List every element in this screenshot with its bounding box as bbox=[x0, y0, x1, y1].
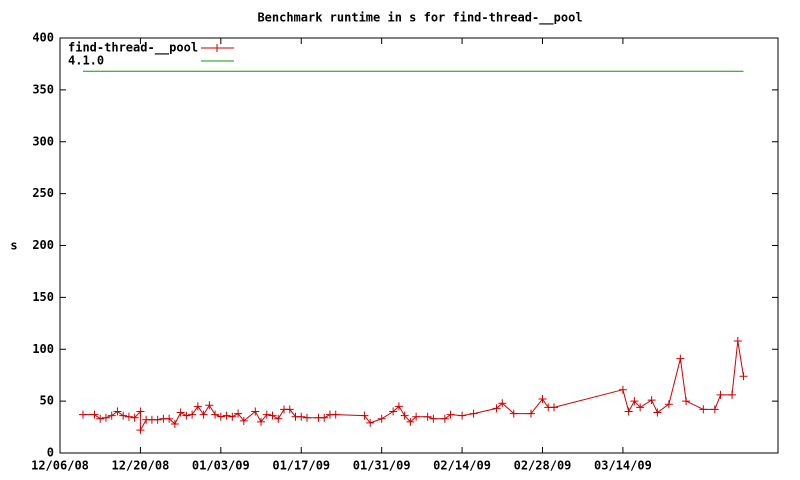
point-marker bbox=[96, 414, 105, 423]
point-marker bbox=[274, 414, 283, 423]
point-marker bbox=[262, 410, 271, 419]
point-marker bbox=[101, 413, 110, 422]
point-marker bbox=[182, 411, 191, 420]
point-marker bbox=[699, 405, 708, 414]
point-marker bbox=[130, 413, 139, 422]
point-marker bbox=[302, 413, 311, 422]
point-marker bbox=[549, 403, 558, 412]
legend-label: 4.1.0 bbox=[68, 54, 104, 68]
point-marker bbox=[624, 407, 633, 416]
point-marker bbox=[119, 411, 128, 420]
x-tick-label: 02/14/09 bbox=[433, 459, 491, 473]
point-marker bbox=[653, 408, 662, 417]
y-tick-label: 250 bbox=[32, 186, 54, 200]
point-marker bbox=[423, 412, 432, 421]
point-marker bbox=[211, 410, 220, 419]
point-marker bbox=[234, 409, 243, 418]
point-marker bbox=[446, 410, 455, 419]
point-marker bbox=[492, 404, 501, 413]
point-marker bbox=[366, 418, 375, 427]
point-marker bbox=[199, 410, 208, 419]
point-marker bbox=[630, 397, 639, 406]
point-marker bbox=[389, 407, 398, 416]
point-marker bbox=[618, 385, 627, 394]
point-marker bbox=[733, 336, 742, 345]
point-marker bbox=[527, 409, 536, 418]
point-marker bbox=[124, 412, 133, 421]
point-marker bbox=[107, 411, 116, 420]
point-marker bbox=[78, 410, 87, 419]
point-marker bbox=[406, 417, 415, 426]
y-tick-label: 50 bbox=[40, 394, 54, 408]
point-marker bbox=[458, 411, 467, 420]
point-marker bbox=[538, 395, 547, 404]
x-tick-label: 02/28/09 bbox=[514, 459, 572, 473]
point-marker bbox=[682, 397, 691, 406]
point-marker bbox=[377, 414, 386, 423]
point-marker bbox=[716, 390, 725, 399]
point-marker bbox=[205, 401, 214, 410]
point-marker bbox=[153, 415, 162, 424]
point-marker bbox=[113, 407, 122, 416]
point-marker bbox=[429, 414, 438, 423]
x-tick-label: 03/14/09 bbox=[594, 459, 652, 473]
point-marker bbox=[90, 410, 99, 419]
x-tick-label: 12/06/08 bbox=[31, 459, 89, 473]
point-marker bbox=[394, 402, 403, 411]
y-tick-label: 300 bbox=[32, 134, 54, 148]
y-tick-label: 400 bbox=[32, 31, 54, 45]
chart-title: Benchmark runtime in s for find-thread-_… bbox=[257, 11, 582, 26]
point-marker bbox=[331, 410, 340, 419]
y-tick-label: 200 bbox=[32, 238, 54, 252]
point-marker bbox=[440, 414, 449, 423]
point-marker bbox=[469, 409, 478, 418]
point-marker bbox=[676, 354, 685, 363]
point-marker bbox=[498, 399, 507, 408]
point-marker bbox=[320, 413, 329, 422]
point-marker bbox=[664, 400, 673, 409]
point-marker bbox=[170, 419, 179, 428]
y-tick-label: 150 bbox=[32, 290, 54, 304]
y-tick-label: 0 bbox=[47, 446, 54, 460]
point-marker bbox=[285, 405, 294, 414]
point-marker bbox=[728, 390, 737, 399]
point-marker bbox=[239, 416, 248, 425]
y-tick-label: 350 bbox=[32, 82, 54, 96]
point-marker bbox=[222, 411, 231, 420]
point-marker bbox=[165, 414, 174, 423]
point-marker bbox=[188, 410, 197, 419]
point-marker bbox=[710, 405, 719, 414]
point-marker bbox=[228, 412, 237, 421]
y-axis-label: s bbox=[10, 239, 17, 253]
point-marker bbox=[136, 426, 145, 435]
point-marker bbox=[739, 372, 748, 381]
point-marker bbox=[509, 409, 518, 418]
y-tick-label: 100 bbox=[32, 342, 54, 356]
x-tick-label: 12/20/08 bbox=[112, 459, 170, 473]
point-marker bbox=[257, 417, 266, 426]
point-marker bbox=[297, 412, 306, 421]
legend-label: find-thread-__pool bbox=[68, 41, 198, 56]
point-marker bbox=[412, 412, 421, 421]
point-marker bbox=[136, 407, 145, 416]
x-tick-label: 01/17/09 bbox=[272, 459, 330, 473]
point-marker bbox=[193, 402, 202, 411]
point-marker bbox=[400, 411, 409, 420]
point-marker bbox=[176, 408, 185, 417]
point-marker bbox=[360, 411, 369, 420]
legend-marker bbox=[213, 44, 221, 52]
point-marker bbox=[647, 396, 656, 405]
point-marker bbox=[636, 403, 645, 412]
point-marker bbox=[216, 412, 225, 421]
x-tick-label: 01/03/09 bbox=[192, 459, 250, 473]
point-marker bbox=[268, 411, 277, 420]
point-marker bbox=[251, 407, 260, 416]
x-tick-label: 01/31/09 bbox=[353, 459, 411, 473]
